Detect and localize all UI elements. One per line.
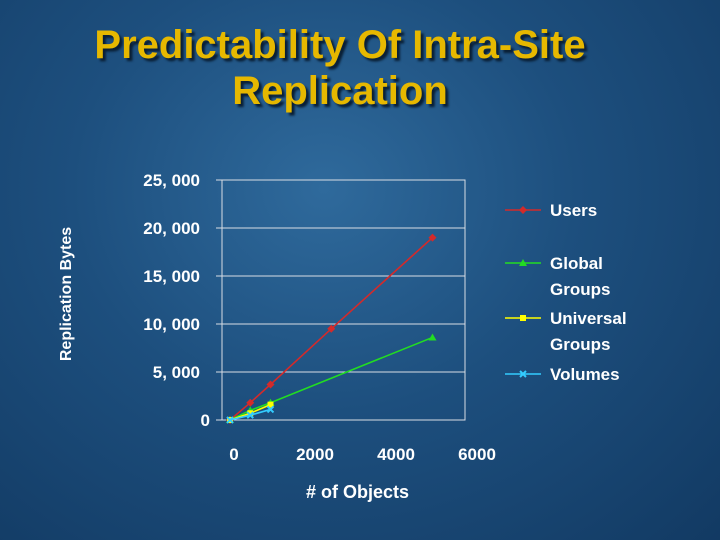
y-tick-label: 20, 000 bbox=[143, 219, 200, 238]
legend-label-global-groups: Global bbox=[550, 254, 603, 273]
legend-marker-volumes bbox=[519, 370, 527, 378]
slide-title: Predictability Of Intra-Site Replication bbox=[0, 22, 680, 114]
legend-label-global-groups: Groups bbox=[550, 280, 610, 299]
x-tick-label: 6000 bbox=[458, 445, 496, 464]
legend-marker-global-groups bbox=[519, 259, 527, 266]
x-tick-label: 2000 bbox=[296, 445, 334, 464]
data-point-universal-groups bbox=[267, 401, 274, 408]
x-tick-label: 4000 bbox=[377, 445, 415, 464]
legend-marker-users bbox=[519, 206, 527, 214]
legend-marker-universal-groups bbox=[520, 315, 526, 321]
data-point-volumes bbox=[266, 405, 275, 414]
y-tick-label: 25, 000 bbox=[143, 171, 200, 190]
slide-title-line1: Predictability Of Intra-Site bbox=[94, 23, 586, 67]
slide-title-line2: Replication bbox=[232, 69, 448, 113]
y-tick-label: 15, 000 bbox=[143, 267, 200, 286]
y-tick-label: 5, 000 bbox=[153, 363, 200, 382]
x-tick-label: 0 bbox=[229, 445, 238, 464]
legend-label-volumes: Volumes bbox=[550, 365, 620, 384]
x-axis-title: # of Objects bbox=[306, 482, 409, 502]
y-tick-label: 0 bbox=[201, 411, 210, 430]
data-point-volumes bbox=[226, 416, 234, 424]
legend-label-universal-groups: Groups bbox=[550, 335, 610, 354]
data-point-global-groups bbox=[428, 333, 437, 341]
y-tick-label: 10, 000 bbox=[143, 315, 200, 334]
data-point-volumes bbox=[246, 411, 254, 419]
y-axis-title: Replication Bytes bbox=[58, 227, 75, 361]
data-point-universal-groups bbox=[247, 410, 254, 417]
data-point-users bbox=[246, 398, 255, 407]
legend-label-universal-groups: Universal bbox=[550, 309, 627, 328]
data-point-users bbox=[428, 233, 437, 242]
data-point-users bbox=[266, 380, 275, 389]
legend-label-users: Users bbox=[550, 201, 597, 220]
series-line-global-groups bbox=[229, 336, 433, 421]
plot-area bbox=[221, 179, 466, 421]
data-point-users bbox=[327, 324, 336, 333]
